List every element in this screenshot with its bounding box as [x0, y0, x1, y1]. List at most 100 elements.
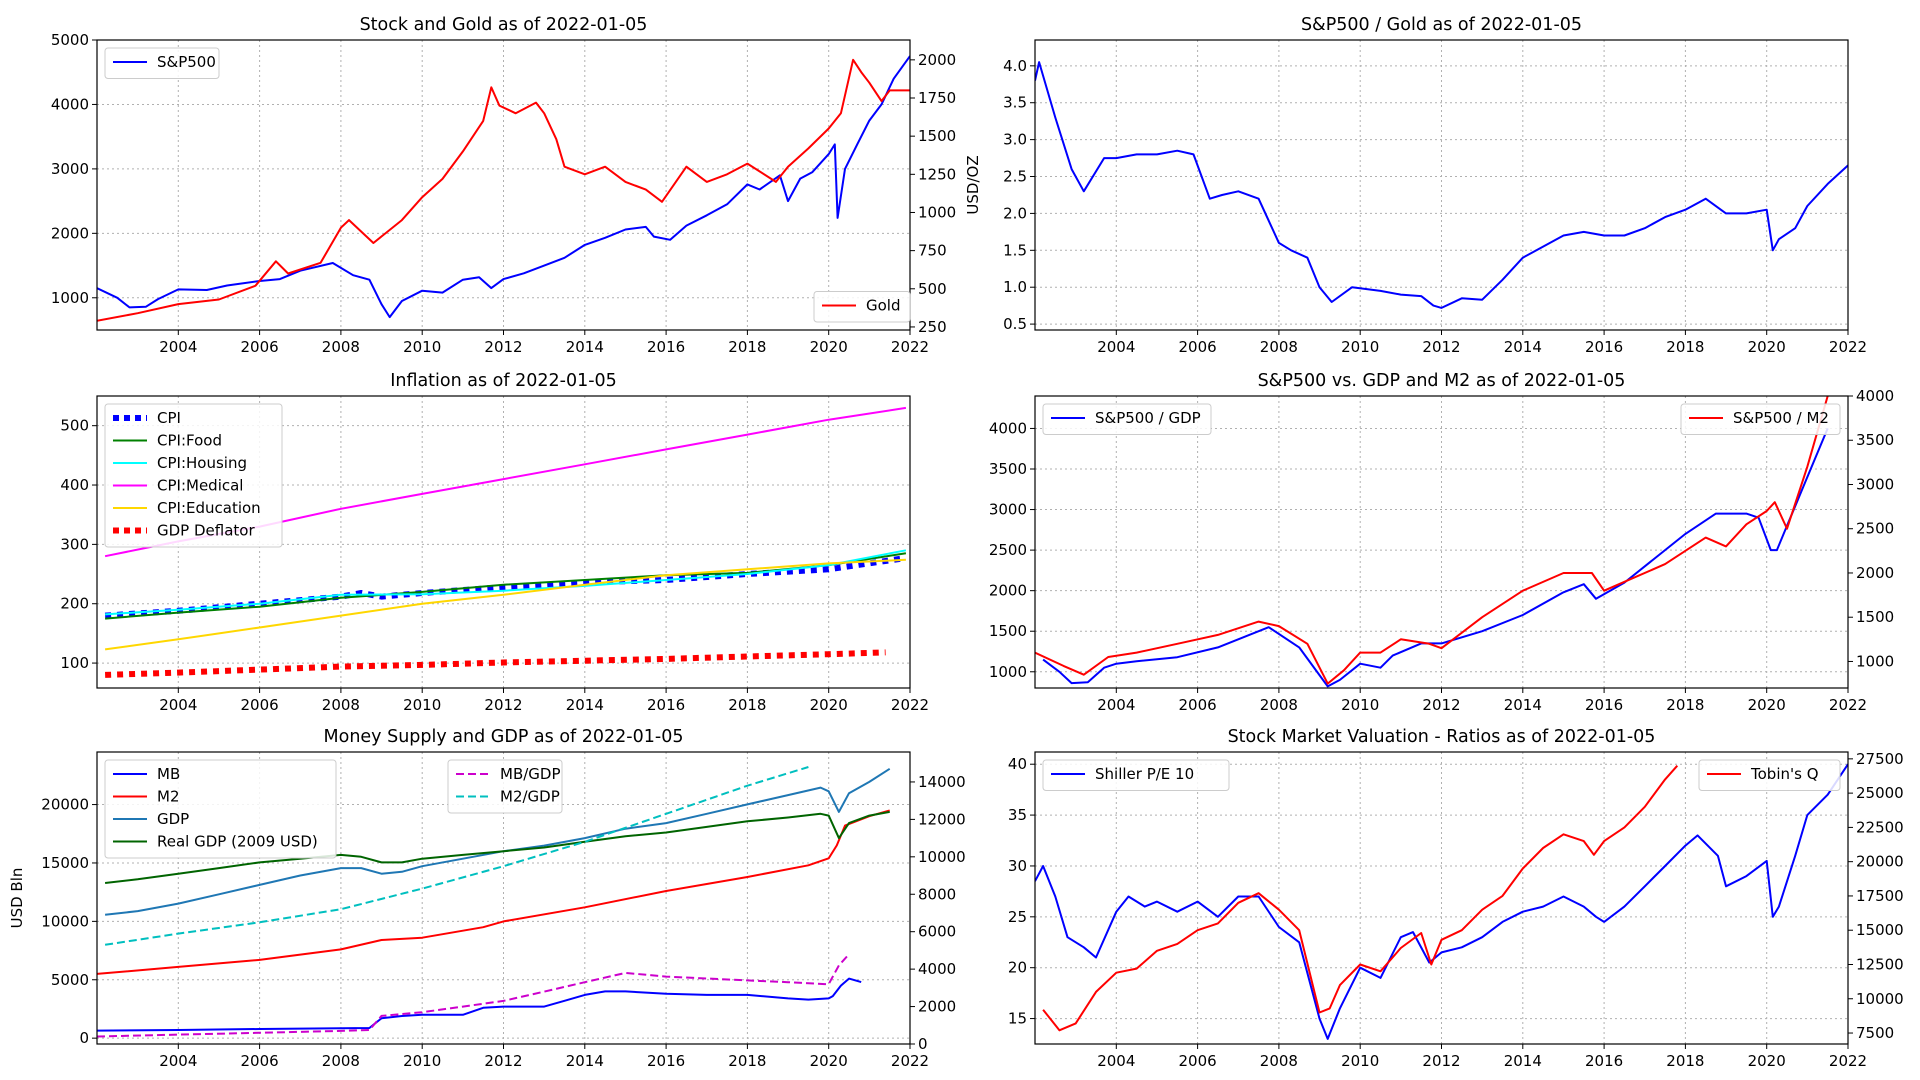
y-tick-label: 15000	[41, 854, 89, 872]
legend-label: CPI:Food	[157, 432, 222, 450]
series-line-gold	[97, 58, 910, 322]
y2-tick-label: 1500	[1856, 608, 1894, 626]
x-tick-label: 2016	[1585, 696, 1623, 714]
x-tick-label: 2004	[1097, 1052, 1135, 1070]
series-line-gdp-deflator	[105, 649, 886, 678]
y-axis-label: USD Bln	[8, 868, 26, 929]
y-tick-label: 15	[1008, 1010, 1027, 1028]
x-tick-label: 2014	[1504, 696, 1542, 714]
y-tick-label: 3500	[989, 460, 1027, 478]
y-tick-label: 3.5	[1003, 94, 1027, 112]
chart-title: Inflation as of 2022-01-05	[390, 371, 617, 391]
chart-title: Stock and Gold as of 2022-01-05	[360, 15, 648, 35]
y2-tick-label: 1000	[918, 203, 956, 221]
x-tick-label: 2020	[1748, 338, 1786, 356]
legend-label: GDP Deflator	[157, 522, 255, 540]
legend-box	[104, 403, 283, 548]
y-tick-label: 2.5	[1003, 168, 1027, 186]
y-tick-label: 0.5	[1003, 315, 1027, 333]
x-tick-label: 2004	[159, 338, 197, 356]
chart-title: Stock Market Valuation - Ratios as of 20…	[1228, 727, 1656, 747]
legend-label: M2	[157, 788, 180, 806]
y-tick-label: 200	[60, 595, 89, 613]
x-tick-label: 2022	[891, 338, 929, 356]
y-tick-label: 35	[1008, 806, 1027, 824]
legend-label: MB	[157, 765, 180, 783]
x-tick-label: 2008	[322, 696, 360, 714]
x-tick-label: 2020	[810, 1052, 848, 1070]
y-tick-label: 400	[60, 476, 89, 494]
x-tick-label: 2014	[566, 1052, 604, 1070]
x-tick-label: 2008	[1260, 696, 1298, 714]
x-tick-label: 2004	[159, 696, 197, 714]
x-tick-label: 2008	[1260, 338, 1298, 356]
y-tick-label: 5000	[51, 31, 89, 49]
y-tick-label: 1.5	[1003, 241, 1027, 259]
legend-label: GDP	[157, 810, 189, 828]
y-tick-label: 1000	[51, 289, 89, 307]
chart-panel-6: 2004 2006 2008 2010 2012 2014 2016 2018 2020 2022…	[1008, 727, 1904, 1070]
y-tick-label: 1000	[989, 663, 1027, 681]
x-tick-label: 2012	[484, 696, 522, 714]
x-tick-label: 2018	[728, 1052, 766, 1070]
y-tick-label: 40	[1008, 755, 1027, 773]
legend-box	[447, 759, 563, 814]
series-line-ratio	[1035, 61, 1848, 309]
y-tick-label: 3000	[51, 160, 89, 178]
y2-tick-label: 1500	[918, 127, 956, 145]
legend-label: S&P500	[157, 53, 216, 71]
x-tick-label: 2014	[566, 338, 604, 356]
x-tick-label: 2022	[891, 1052, 929, 1070]
x-tick-label: 2012	[484, 1052, 522, 1070]
y2-tick-label: 500	[918, 280, 947, 298]
y2-tick-label: 14000	[918, 773, 966, 791]
y-tick-label: 2000	[51, 224, 89, 242]
y-tick-label: 20	[1008, 959, 1027, 977]
y2-tick-label: 7500	[1856, 1024, 1894, 1042]
y-tick-label: 30	[1008, 857, 1027, 875]
legend-upper-left: S&P500	[104, 47, 220, 79]
y-tick-label: 4000	[51, 95, 89, 113]
x-tick-label: 2010	[403, 1052, 441, 1070]
grid	[1035, 752, 1849, 1044]
y-tick-label: 10000	[41, 912, 89, 930]
x-tick-label: 2010	[403, 338, 441, 356]
x-tick-label: 2006	[241, 338, 279, 356]
y2-tick-label: 3500	[1856, 431, 1894, 449]
y-tick-label: 5000	[51, 971, 89, 989]
x-tick-label: 2004	[1097, 338, 1135, 356]
x-tick-label: 2022	[1829, 338, 1867, 356]
y2-tick-label: 27500	[1856, 750, 1904, 768]
y-tick-label: 4000	[989, 419, 1027, 437]
chart-panel-5: 2004 2006 2008 2010 2012 2014 2016 2018 2020 2022…	[8, 727, 966, 1070]
x-tick-label: 2018	[1666, 1052, 1704, 1070]
x-tick-label: 2018	[728, 338, 766, 356]
legend-box	[104, 47, 220, 79]
legend-label: Real GDP (2009 USD)	[157, 833, 318, 851]
y2-tick-label: 6000	[918, 923, 956, 941]
y-tick-label: 2500	[989, 541, 1027, 559]
x-tick-label: 2004	[1097, 696, 1135, 714]
x-tick-label: 2010	[1341, 338, 1379, 356]
y-tick-label: 2.0	[1003, 204, 1027, 222]
y2-tick-label: 1750	[918, 89, 956, 107]
x-tick-label: 2014	[1504, 338, 1542, 356]
legend-upper-right: Tobin's Q	[1698, 759, 1841, 791]
x-tick-label: 2018	[728, 696, 766, 714]
series-line-real-gdp-2009-usd-	[104, 810, 890, 884]
x-tick-label: 2008	[322, 338, 360, 356]
series-line-mb-gdp	[97, 953, 850, 1038]
x-tick-label: 2020	[1748, 696, 1786, 714]
legend-box	[104, 759, 337, 859]
legend-label: CPI:Education	[157, 499, 261, 517]
legend-label: CPI:Housing	[157, 454, 247, 472]
x-tick-label: 2020	[1748, 1052, 1786, 1070]
series-line-s-p500-m2	[1035, 396, 1829, 685]
chart-panel-2: 2004 2006 2008 2010 2012 2014 2016 2018 2020 2022…	[1003, 15, 1867, 356]
chart-title: S&P500 / Gold as of 2022-01-05	[1301, 15, 1582, 35]
x-tick-label: 2008	[1260, 1052, 1298, 1070]
chart-panel-1: 2004 2006 2008 2010 2012 2014 2016 2018 2020 2022…	[51, 15, 982, 356]
y2-tick-label: 2500	[1856, 520, 1894, 538]
y-tick-label: 100	[60, 654, 89, 672]
y2-tick-label: 750	[918, 242, 947, 260]
